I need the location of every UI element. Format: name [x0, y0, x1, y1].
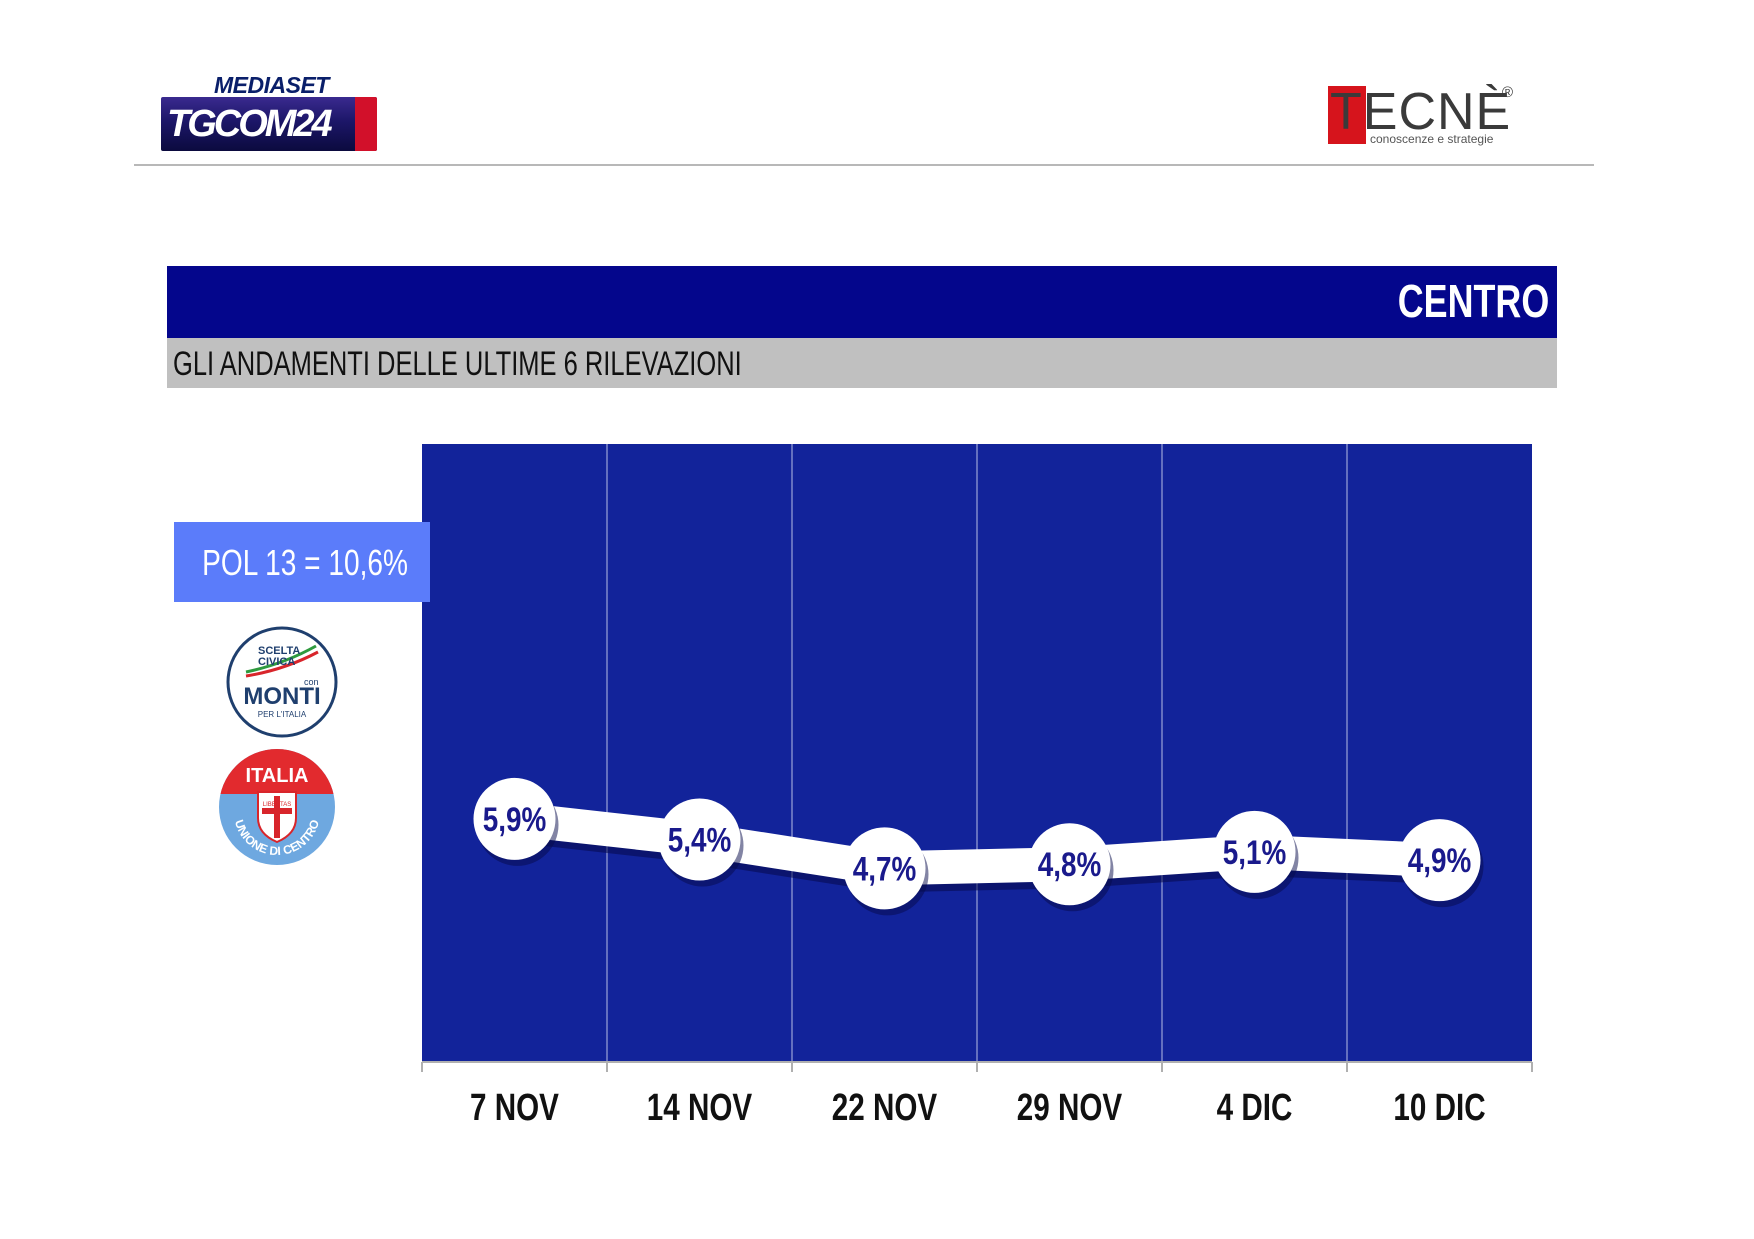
data-point [1213, 810, 1296, 893]
data-label: 4,9% [1408, 842, 1472, 880]
subtitle-bar: GLI ANDAMENTI DELLE ULTIME 6 RILEVAZIONI [167, 338, 1557, 388]
udc-libertas-text: LIBERTAS [263, 802, 291, 808]
scelta-civica-con: con [304, 677, 319, 687]
data-point [1028, 823, 1111, 906]
udc-italia-text: ITALIA [246, 765, 309, 787]
data-label: 4,8% [1038, 846, 1102, 884]
data-label: 5,4% [668, 821, 732, 859]
scelta-civica-logo: SCELTA CIVICA con MONTI PER L'ITALIA [226, 626, 338, 738]
udc-logo: ITALIA LIBERTAS UNIONE DI CENTRO [219, 749, 335, 865]
scelta-civica-per-italia: PER L'ITALIA [258, 710, 307, 719]
section-title: CENTRO [1397, 275, 1549, 327]
data-label: 4,7% [853, 850, 917, 888]
x-tick-label: 4 DIC [1217, 1087, 1293, 1129]
x-tick-label: 14 NOV [647, 1087, 753, 1129]
scelta-civica-line1: SCELTA [258, 645, 300, 657]
pol-total-badge: POL 13 = 10,6% [174, 522, 430, 602]
x-tick-label: 10 DIC [1393, 1087, 1485, 1129]
scelta-civica-line2: CIVICA [258, 656, 295, 668]
tecne-logo-block [1328, 86, 1366, 144]
data-point [843, 827, 926, 910]
data-label: 5,1% [1223, 833, 1287, 871]
section-title-bar: CENTRO [167, 266, 1557, 338]
data-point [658, 798, 741, 881]
header-divider [134, 164, 1594, 166]
data-point [473, 777, 556, 860]
tecne-tagline: conoscenze e strategie [1370, 132, 1494, 146]
tecne-logo-text: TECNÈ [1330, 83, 1512, 141]
tgcom24-logo-accent [355, 97, 377, 151]
data-point [1398, 819, 1481, 902]
tgcom24-logo-text: TGCOM24 [167, 103, 333, 145]
tgcom24-logo: TGCOM24 [161, 97, 377, 151]
x-tick-label: 29 NOV [1017, 1087, 1123, 1129]
x-tick-label: 7 NOV [470, 1087, 559, 1129]
pol-total-text: POL 13 = 10,6% [202, 542, 408, 583]
x-tick-label: 22 NOV [832, 1087, 938, 1129]
chart-subtitle: GLI ANDAMENTI DELLE ULTIME 6 RILEVAZIONI [173, 345, 742, 383]
mediaset-logo-text: MEDIASET [214, 72, 329, 98]
scelta-civica-monti: MONTI [243, 683, 320, 710]
tecne-registered-mark: ® [1502, 84, 1514, 101]
data-label: 5,9% [483, 800, 547, 838]
